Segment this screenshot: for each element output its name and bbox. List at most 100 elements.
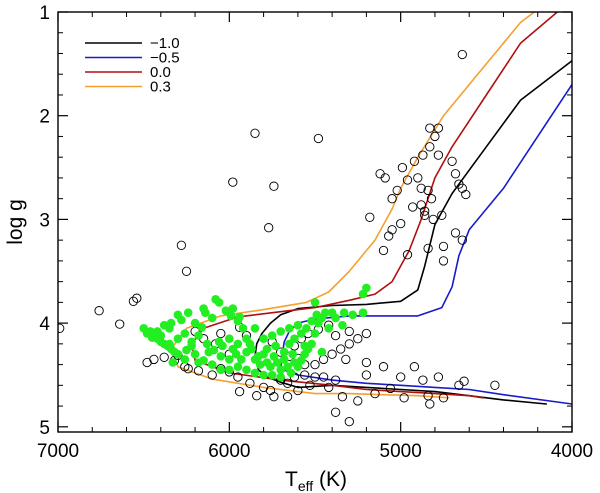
filled-star-point [190, 318, 200, 328]
open-star-point [324, 382, 334, 393]
filled-star-point [285, 324, 294, 333]
filled-star-point [235, 312, 244, 322]
open-star-point [384, 231, 394, 241]
filled-star-point [358, 289, 368, 299]
filled-star-point [262, 344, 272, 354]
open-star-point [353, 396, 363, 406]
y-tick-label: 1 [39, 3, 50, 24]
filled-star-point [168, 358, 178, 367]
open-star-point [361, 357, 372, 368]
open-star-point [233, 372, 243, 382]
open-star-point [228, 177, 238, 187]
filled-star-point [214, 337, 224, 347]
filled-star-point [276, 327, 286, 336]
open-star-point [423, 243, 433, 254]
open-star-point [416, 200, 426, 210]
isochrone-line-minus0-5-lower-3 [279, 367, 572, 405]
filled-star-point [242, 334, 251, 344]
filled-star-point [237, 355, 246, 364]
open-star-point [385, 383, 396, 394]
open-star-point [128, 296, 139, 306]
filled-star-point [254, 352, 263, 361]
open-star-point [318, 354, 329, 365]
open-star-point [426, 194, 437, 204]
filled-star-point [324, 324, 334, 333]
filled-star-point [233, 362, 243, 372]
open-star-point [310, 372, 320, 382]
open-star-point [450, 228, 461, 238]
open-star-point [327, 349, 337, 359]
filled-star-point [153, 327, 162, 336]
open-star-point [361, 328, 372, 339]
filled-star-point [310, 329, 320, 338]
open-star-point [361, 370, 372, 380]
open-star-point [344, 339, 354, 349]
open-star-point [399, 393, 409, 403]
open-star-point [425, 123, 435, 133]
filled-star-point [194, 358, 203, 367]
filled-star-point [166, 318, 176, 328]
open-star-point [159, 352, 169, 362]
y-tick-label: 5 [39, 418, 50, 439]
filled-star-point [307, 316, 316, 326]
open-star-point [416, 183, 426, 193]
filled-star-point [226, 311, 236, 321]
open-star-point [425, 142, 435, 152]
filled-star-point [317, 347, 327, 357]
x-tick-label: 7000 [37, 441, 79, 462]
open-star-point [397, 162, 408, 173]
x-tick-label: 6000 [208, 441, 250, 462]
filled-star-point [242, 365, 251, 375]
open-star-point [387, 194, 397, 204]
filled-star-point [147, 333, 157, 342]
open-star-point [330, 330, 341, 341]
filled-star-point [267, 331, 277, 340]
marker-layer [58, 49, 500, 427]
filled-star-point [202, 339, 212, 349]
filled-star-point [339, 308, 349, 318]
filled-star-point [312, 310, 322, 320]
open-star-point [264, 223, 274, 233]
open-star-point [337, 392, 348, 402]
filled-star-point [204, 347, 214, 357]
open-star-point [392, 185, 402, 196]
open-star-point [396, 218, 406, 229]
filled-star-point [177, 315, 186, 325]
filled-star-point [286, 368, 296, 378]
filled-star-point [225, 355, 234, 364]
open-star-point [387, 225, 397, 235]
open-star-point [234, 386, 245, 397]
filled-star-point [288, 349, 298, 359]
filled-star-point [273, 358, 282, 367]
x-tick-label: 4000 [551, 441, 593, 462]
filled-star-point [228, 304, 238, 313]
y-tick-label: 3 [39, 210, 50, 231]
filled-star-point [173, 349, 183, 359]
open-star-point [457, 49, 467, 60]
open-star-point [269, 181, 279, 191]
x-axis-label: Teff (K) [285, 468, 347, 493]
filled-star-point [180, 355, 190, 364]
open-star-point [450, 169, 461, 179]
legend: −1.0−0.50.00.3 [85, 35, 180, 96]
y-axis-label: log g [4, 199, 27, 245]
filled-star-point [190, 349, 200, 359]
isochrone-line-0-3-lower-7 [314, 392, 450, 399]
open-star-point [282, 392, 293, 402]
filled-star-point [180, 329, 190, 338]
isochrone-line-minus0-5-2 [279, 83, 572, 370]
legend-label-minus0-5: −0.5 [150, 50, 180, 67]
filled-star-point [233, 339, 243, 349]
open-star-point [344, 416, 354, 427]
open-star-point [423, 185, 433, 196]
filled-star-point [358, 308, 368, 318]
open-star-point [142, 357, 152, 368]
open-star-point [313, 133, 324, 144]
open-star-point [344, 326, 354, 337]
isochrone-line-0-0-4 [190, 12, 559, 387]
filled-star-point [276, 372, 286, 382]
open-star-point [305, 380, 315, 390]
open-star-point [437, 210, 447, 220]
isochrone-line-0-0-lower-5 [331, 384, 484, 399]
isochrone-line-minus1-0-0 [254, 59, 572, 389]
